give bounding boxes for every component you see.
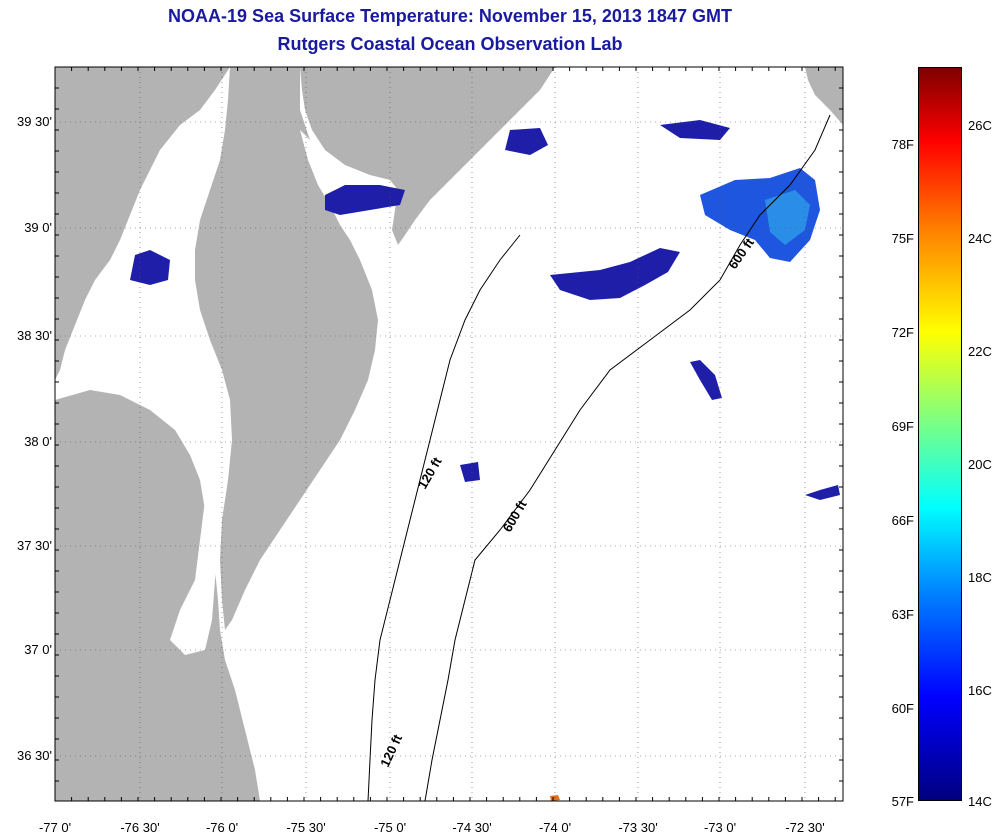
land-long-island [805, 67, 843, 125]
colorbar-celsius-label: 16C [968, 683, 992, 698]
lat-tick-label: 37 0' [24, 642, 52, 657]
lon-tick-label: -76 0' [205, 820, 239, 835]
colorbar-fahrenheit-label: 57F [891, 794, 914, 809]
colorbar-fahrenheit-label: 60F [891, 701, 914, 716]
lon-tick-label: -75 30' [286, 820, 326, 835]
lat-tick-label: 38 30' [16, 328, 52, 343]
lat-tick-label: 38 0' [24, 434, 52, 449]
lon-tick-label: -74 30' [452, 820, 492, 835]
sst-patch-canyon-core [765, 190, 810, 245]
colorbar-fahrenheit-label: 72F [891, 325, 914, 340]
sst-patch-offshore-3 [805, 485, 840, 500]
map-subtitle: Rutgers Coastal Ocean Observation Lab [277, 34, 623, 54]
lat-tick-label: 36 30' [16, 748, 52, 763]
sst-patch-chesapeake [130, 250, 170, 285]
sst-patch-hudson-north [660, 120, 730, 140]
temperature-colorbar [918, 67, 962, 801]
colorbar-fahrenheit-label: 78F [891, 137, 914, 152]
isobath-600ft-line [424, 114, 831, 802]
map-title: NOAA-19 Sea Surface Temperature: Novembe… [168, 6, 732, 26]
lon-tick-label: -77 0' [38, 820, 72, 835]
lon-tick-label: -75 0' [373, 820, 407, 835]
colorbar-celsius-label: 26C [968, 118, 992, 133]
land-virginia-south [55, 605, 240, 801]
land-virginia-neck [55, 420, 185, 520]
colorbar-celsius-label: 18C [968, 570, 992, 585]
sst-patch-delaware-bay [325, 185, 405, 215]
colorbar-fahrenheit-label: 75F [891, 231, 914, 246]
colorbar-celsius-label: 22C [968, 344, 992, 359]
colorbar-celsius-label: 24C [968, 231, 992, 246]
colorbar-fahrenheit-label: 63F [891, 607, 914, 622]
lon-tick-label: -74 0' [538, 820, 572, 835]
sst-patch-nj-shelf [505, 128, 548, 155]
land-new-jersey [300, 67, 555, 245]
isobath-120ft-line [367, 234, 521, 802]
lat-tick-label: 39 0' [24, 220, 52, 235]
lat-tick-label: 39 30' [16, 114, 52, 129]
sst-patch-shelf-mid [550, 248, 680, 300]
lat-tick-label: 37 30' [16, 538, 52, 553]
colorbar-celsius-label: 20C [968, 457, 992, 472]
sst-patch-offshore-1 [690, 360, 722, 400]
colorbar-celsius-label: 14C [968, 794, 992, 809]
lon-tick-label: -73 0' [703, 820, 737, 835]
colorbar-fahrenheit-label: 66F [891, 513, 914, 528]
land-western-shore [55, 67, 230, 380]
colorbar-fahrenheit-label: 69F [891, 419, 914, 434]
lon-tick-label: -72 30' [785, 820, 825, 835]
map-frame [54, 66, 844, 802]
lon-tick-label: -76 30' [120, 820, 160, 835]
land-virginia-lower [55, 520, 195, 630]
frame-ticks [54, 66, 843, 801]
sst-patch-offshore-2 [460, 462, 480, 482]
lon-tick-label: -73 30' [618, 820, 658, 835]
chesapeake-bay [160, 130, 230, 655]
